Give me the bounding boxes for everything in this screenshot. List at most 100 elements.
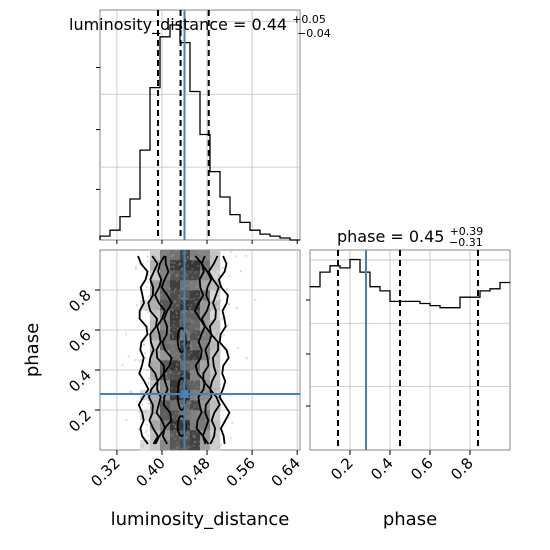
sample-point (187, 284, 190, 287)
sample-point (204, 341, 207, 344)
density-cell (170, 390, 181, 401)
sample-point (169, 371, 173, 374)
sample-point (175, 447, 178, 450)
sample-point (172, 315, 175, 318)
sample-point (164, 445, 167, 448)
density-cell (190, 350, 201, 361)
sample-point (200, 402, 203, 405)
sample-point (199, 396, 203, 399)
sample-point (171, 435, 174, 438)
sample-point (186, 256, 189, 259)
sample-point (207, 254, 211, 258)
sample-point (196, 386, 199, 389)
sample-point (161, 310, 164, 313)
sample-point (152, 374, 156, 377)
density-cell (200, 360, 211, 371)
sample-point (195, 396, 199, 399)
density-cell (170, 260, 181, 271)
sample-point (188, 383, 191, 386)
sample-point (227, 416, 230, 419)
density-cell (170, 330, 181, 341)
sample-point (190, 311, 194, 314)
sample-point (163, 282, 167, 285)
sample-point (189, 332, 192, 335)
sample-point (201, 413, 205, 416)
density-cell (210, 410, 221, 421)
sample-point (190, 330, 194, 333)
sample-point (194, 300, 198, 303)
sample-point (193, 379, 196, 382)
sample-point (195, 412, 198, 415)
sample-point (155, 257, 158, 260)
sample-point (189, 256, 192, 260)
sample-point (201, 253, 204, 257)
sample-point (190, 426, 193, 430)
sample-point (218, 446, 221, 449)
contour-line (160, 255, 173, 445)
density-cell (200, 440, 211, 451)
density-cell (210, 250, 221, 261)
sample-point (152, 374, 155, 377)
sample-point (186, 444, 189, 448)
sample-point (164, 251, 167, 254)
sample-point (153, 379, 156, 383)
sample-point (180, 352, 183, 355)
sample-point (177, 355, 180, 358)
sample-point (172, 269, 175, 272)
sample-point (186, 415, 189, 419)
sample-point (171, 262, 174, 265)
density-cell (200, 390, 211, 401)
sample-point (188, 353, 191, 356)
sample-point (181, 298, 184, 301)
sample-point (154, 288, 157, 291)
sample-point (178, 410, 181, 413)
sample-point (191, 416, 194, 419)
sample-point (175, 367, 178, 370)
sample-point (215, 301, 218, 304)
sample-point (180, 302, 183, 305)
sample-point (167, 293, 170, 296)
sample-point (146, 259, 149, 263)
sample-point (164, 252, 167, 255)
density-cell (160, 420, 171, 431)
sample-point (187, 370, 190, 373)
sample-point (167, 399, 170, 402)
sample-point (213, 388, 216, 391)
sample-point (173, 399, 176, 402)
sample-point (178, 262, 182, 265)
sample-point (173, 301, 176, 304)
sample-point (191, 408, 194, 411)
sample-point (125, 333, 128, 336)
sample-point (138, 360, 141, 363)
density-cell (160, 300, 171, 311)
sample-point (187, 379, 190, 383)
sample-point (168, 273, 171, 276)
sample-point (160, 253, 163, 256)
sample-point (191, 261, 194, 264)
sample-point (176, 442, 179, 445)
sample-point (169, 326, 172, 329)
sample-point (214, 304, 217, 307)
sample-point (200, 382, 203, 385)
sample-point (181, 312, 184, 315)
sample-point (185, 328, 188, 331)
sample-point (191, 319, 194, 322)
density-cell (160, 360, 171, 371)
density-cell (150, 410, 161, 421)
sample-point (188, 307, 191, 310)
sample-point (191, 365, 194, 368)
sample-point (208, 310, 212, 313)
sample-point (194, 389, 197, 392)
sample-point (234, 255, 237, 258)
sample-point (168, 330, 172, 334)
sample-point (187, 432, 190, 436)
sample-point (167, 379, 170, 382)
sample-point (166, 285, 169, 288)
sample-point (205, 387, 208, 390)
density-cell (190, 420, 201, 431)
sample-point (186, 264, 189, 268)
x-tick-label: 0.56 (223, 454, 259, 490)
sample-point (168, 381, 171, 384)
sample-point (186, 446, 189, 450)
sample-point (179, 386, 182, 389)
